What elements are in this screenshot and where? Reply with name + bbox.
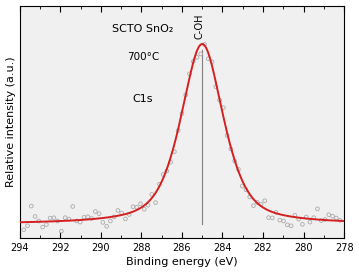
- Point: [160, 172, 166, 177]
- Point: [281, 219, 286, 223]
- Point: [115, 208, 121, 213]
- Point: [232, 159, 238, 163]
- Point: [187, 72, 192, 76]
- Point: [236, 167, 241, 171]
- Point: [134, 205, 140, 209]
- Point: [164, 169, 170, 173]
- Point: [288, 224, 294, 228]
- Point: [89, 216, 94, 221]
- Point: [239, 184, 245, 188]
- Point: [85, 215, 91, 219]
- Point: [326, 213, 332, 217]
- Text: C-OH: C-OH: [194, 13, 204, 38]
- Point: [337, 218, 343, 222]
- Point: [51, 216, 57, 220]
- Point: [202, 42, 208, 47]
- Point: [145, 203, 151, 207]
- Point: [130, 204, 136, 209]
- Point: [126, 212, 132, 217]
- Point: [299, 222, 305, 227]
- Point: [307, 220, 313, 224]
- Point: [183, 93, 188, 97]
- Point: [314, 207, 320, 211]
- Point: [284, 222, 290, 227]
- Text: SCTO SnO₂: SCTO SnO₂: [112, 24, 174, 34]
- Point: [311, 215, 317, 220]
- Point: [153, 200, 158, 205]
- Point: [47, 216, 53, 220]
- Point: [25, 224, 31, 228]
- Point: [296, 217, 302, 221]
- Point: [266, 215, 271, 220]
- Point: [66, 217, 72, 221]
- Point: [205, 57, 211, 61]
- Y-axis label: Relative intensity (a.u.): Relative intensity (a.u.): [5, 57, 15, 187]
- Point: [137, 201, 143, 206]
- Text: C1s: C1s: [133, 94, 153, 104]
- Text: 700°C: 700°C: [127, 52, 159, 62]
- Point: [198, 52, 204, 56]
- Point: [28, 204, 34, 208]
- Point: [172, 150, 177, 154]
- Point: [62, 215, 68, 220]
- Point: [179, 111, 185, 116]
- Point: [149, 192, 155, 197]
- Point: [157, 182, 162, 186]
- X-axis label: Binding energy (eV): Binding energy (eV): [126, 257, 238, 268]
- Point: [255, 200, 260, 205]
- Point: [258, 202, 264, 206]
- Point: [334, 216, 339, 220]
- Point: [21, 227, 27, 232]
- Point: [122, 217, 128, 221]
- Point: [32, 214, 38, 219]
- Point: [322, 217, 328, 222]
- Point: [175, 128, 181, 133]
- Point: [78, 220, 83, 224]
- Point: [273, 210, 279, 215]
- Point: [217, 98, 223, 102]
- Point: [81, 215, 87, 219]
- Point: [262, 198, 268, 203]
- Point: [59, 229, 64, 233]
- Point: [224, 133, 230, 138]
- Point: [111, 215, 117, 219]
- Point: [96, 212, 102, 216]
- Point: [190, 59, 196, 64]
- Point: [43, 222, 49, 227]
- Point: [330, 214, 335, 218]
- Point: [303, 215, 309, 219]
- Point: [209, 60, 215, 64]
- Point: [107, 219, 113, 223]
- Point: [55, 219, 61, 223]
- Point: [168, 160, 173, 164]
- Point: [243, 188, 249, 192]
- Point: [104, 224, 109, 229]
- Point: [220, 105, 226, 110]
- Point: [251, 203, 256, 208]
- Point: [74, 219, 79, 223]
- Point: [70, 204, 76, 209]
- Point: [119, 211, 125, 215]
- Point: [292, 213, 298, 218]
- Point: [269, 216, 275, 220]
- Point: [228, 147, 234, 151]
- Point: [194, 55, 200, 60]
- Point: [100, 220, 106, 225]
- Point: [318, 218, 324, 223]
- Point: [36, 219, 42, 223]
- Point: [213, 85, 219, 89]
- Point: [93, 209, 98, 214]
- Point: [40, 225, 46, 229]
- Point: [277, 218, 283, 222]
- Point: [247, 195, 253, 199]
- Point: [141, 207, 147, 211]
